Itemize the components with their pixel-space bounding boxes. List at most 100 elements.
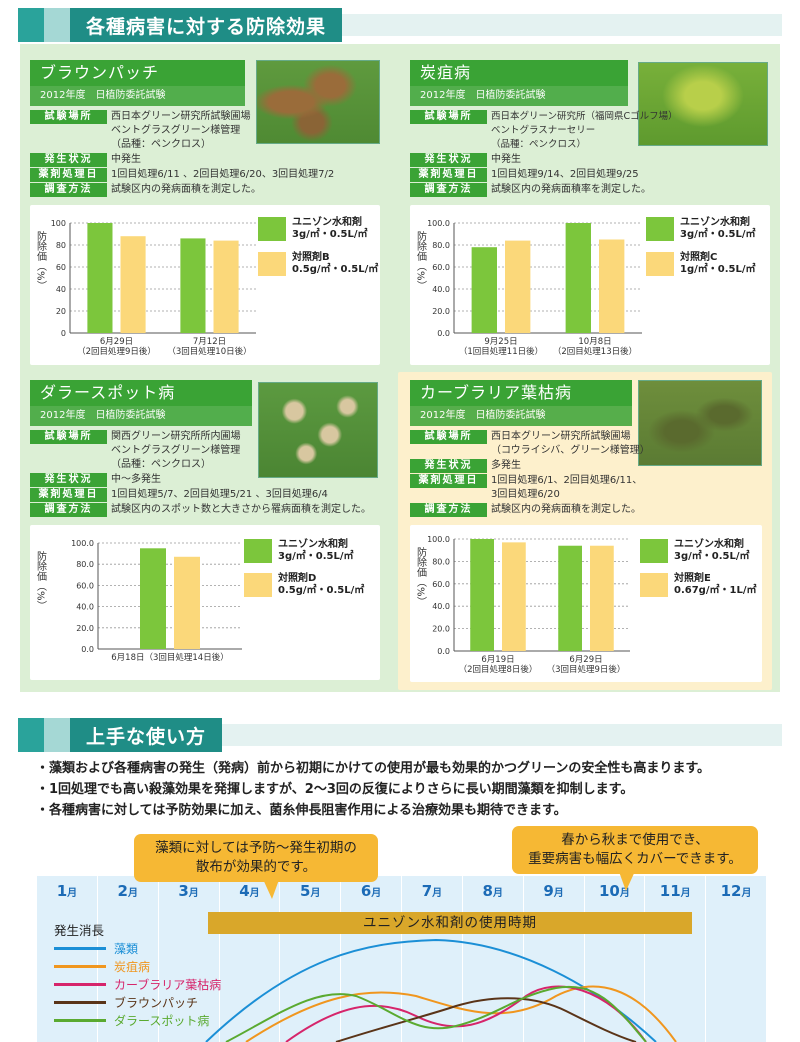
growth-curve [245,985,677,1042]
legend-dose: 0.5g/㎡・0.5L/㎡ [278,585,365,596]
month-label: 10月 [585,882,645,900]
month-number: 5 [300,882,311,900]
legend-dose: 0.5g/㎡・0.5L/㎡ [292,264,379,275]
section-header: 各種病害に対する防除効果 [18,8,343,42]
legend-item-unison: ユニゾン水和剤 3g/㎡・0.5L/㎡ [640,539,750,563]
y-tick-label: 100 [51,219,66,228]
x-tick-label: （3回目処理10日後） [167,346,251,357]
month-label: 11月 [645,882,705,900]
month-column: 10月 [583,876,645,1042]
label-place: 試験場所 [410,110,487,124]
section-title: 各種病害に対する防除効果 [70,8,343,42]
card-title: 炭疽病 [410,60,628,86]
legend-item-control: 対照剤B 0.5g/㎡・0.5L/㎡ [258,252,378,276]
label-status: 発生状況 [410,459,487,473]
y-tick-label: 60.0 [432,263,450,272]
month-label: 9月 [524,882,584,900]
method-value: 試験区内の発病面積を測定した。 [111,184,261,195]
month-number: 6 [360,882,372,900]
callout-pointer [262,877,280,899]
y-tick-label: 20.0 [76,624,94,633]
legend-name: ユニゾン水和剤 [292,217,362,228]
y-axis-label: 防除価（%） [415,230,427,291]
month-unit: 月 [680,888,691,899]
curve-legend-item: カーブラリア葉枯病 [54,976,221,993]
section-header: 上手な使い方 [18,718,223,752]
label-treatment: 薬剤処理日 [410,168,487,182]
bar [180,238,206,333]
legend-dose: 1g/㎡・0.5L/㎡ [680,264,756,275]
card-info: 試験場所 西日本グリーン研究所試験圃場 ベントグラスグリーン様管理 （品種：ペンク… [30,110,380,198]
label-treatment: 薬剤処理日 [30,488,107,502]
month-number: 7 [421,882,433,900]
y-tick-label: 0.0 [437,647,450,656]
status-value: 中発生 [111,154,141,165]
x-tick-label: 6月18日（3回目処理14日後） [111,652,228,663]
month-column: 4月 [218,876,280,1042]
month-column: 11月 [644,876,705,1042]
curve-legend-label: ブラウンパッチ [114,996,199,1010]
turf-photo [256,60,380,144]
bar [558,545,582,651]
card-year: 2012年度 日植防委託試験 [30,406,252,426]
legend-item-unison: ユニゾン水和剤 3g/㎡・0.5L/㎡ [258,217,368,241]
label-method: 調査方法 [410,183,487,197]
month-column: 3月 [157,876,219,1042]
card-info: 試験場所 関西グリーン研究所所内圃場 ベントグラスグリーン様管理 （品種：ペンクロ… [30,430,380,518]
x-tick-label: （2回目処理9日後） [77,346,156,357]
card-anthracnose: 炭疽病 2012年度 日植防委託試験 試験場所 西日本グリーン研究所（福岡県Cゴル… [410,60,770,365]
card-year: 2012年度 日植防委託試験 [30,86,245,106]
month-label: 12月 [706,882,766,900]
legend-dose: 3g/㎡・0.5L/㎡ [674,551,750,562]
y-tick-label: 20.0 [432,307,450,316]
y-axis-label: 防除価（%） [35,550,47,611]
bar [87,223,113,333]
month-unit: 月 [432,888,443,899]
y-tick-label: 80.0 [432,241,450,250]
curve-legend-line [54,1019,106,1022]
legend-name: 対照剤D [278,573,317,584]
month-number: 2 [117,882,128,900]
x-tick-label: 7月12日 [193,337,226,347]
legend-swatch [258,252,286,276]
y-tick-label: 60.0 [432,580,450,589]
place-value: 西日本グリーン研究所試験圃場 （コウライシバ、グリーン様管理） [491,431,650,456]
curve-legend-line [54,983,106,986]
bar [502,542,526,651]
month-column: 6月 [340,876,401,1042]
label-method: 調査方法 [410,503,487,517]
month-unit: 月 [553,888,564,899]
legend-swatch [244,573,272,597]
label-place: 試験場所 [30,110,107,124]
month-number: 10 [598,882,620,900]
usage-period-bar: ユニゾン水和剤の使用時期 [208,912,692,934]
treatment-value: 1回目処理9/14、2回目処理9/25 [491,169,639,180]
month-unit: 月 [188,888,199,899]
bar [599,239,625,333]
legend-dose: 0.67g/㎡・1L/㎡ [674,585,757,596]
month-column: 5月 [279,876,340,1042]
legend-swatch [640,539,668,563]
y-tick-label: 80.0 [432,557,450,566]
card-info: 試験場所 西日本グリーン研究所（福岡県Cゴルフ場） ベントグラスナーセリー （品種… [410,110,770,198]
month-unit: 月 [310,888,321,899]
legend-item-control: 対照剤D 0.5g/㎡・0.5L/㎡ [244,573,364,597]
growth-curve [285,985,647,1042]
month-column: 1月 [36,876,97,1042]
month-column: 8月 [461,876,523,1042]
month-label: 3月 [159,882,219,900]
legend-dose: 3g/㎡・0.5L/㎡ [292,229,368,240]
bullet-item: ・各種病害に対しては予防効果に加え、菌糸伸長阻害作用による治療効果も期待できます… [36,803,567,818]
label-method: 調査方法 [30,503,107,517]
month-unit: 月 [492,888,503,899]
place-value: 西日本グリーン研究所試験圃場 ベントグラスグリーン様管理 （品種：ペンクロス） [111,111,251,150]
month-unit: 月 [249,888,260,899]
growth-label: 発生消長 [54,923,105,938]
card-year: 2012年度 日植防委託試験 [410,86,628,106]
legend-swatch [646,252,674,276]
label-treatment: 薬剤処理日 [30,168,107,182]
legend-dose: 3g/㎡・0.5L/㎡ [278,551,354,562]
month-number: 12 [720,882,742,900]
legend-item-control: 対照剤E 0.67g/㎡・1L/㎡ [640,573,756,597]
month-unit: 月 [371,888,382,899]
